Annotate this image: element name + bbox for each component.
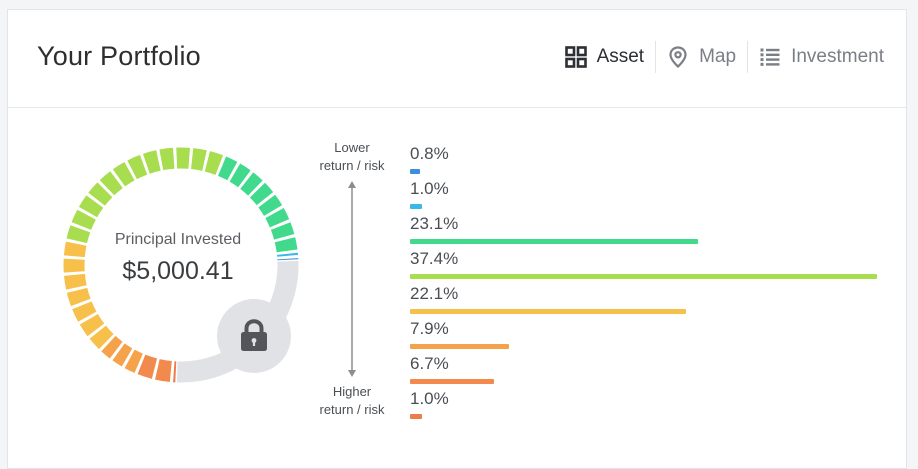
risk-higher-label: Higher return / risk bbox=[307, 383, 397, 419]
tab-asset-label: Asset bbox=[597, 46, 645, 68]
donut-segment bbox=[157, 369, 170, 371]
donut-segment bbox=[119, 352, 127, 357]
donut-segment bbox=[98, 332, 107, 341]
donut-segment bbox=[88, 202, 95, 212]
portfolio-card: Your Portfolio Asset bbox=[7, 9, 907, 469]
tab-investment-label: Investment bbox=[791, 46, 884, 68]
page-title: Your Portfolio bbox=[37, 41, 201, 72]
allocation-bar bbox=[410, 239, 698, 244]
donut-segment bbox=[82, 305, 87, 316]
donut-segment bbox=[74, 244, 76, 257]
donut-segment bbox=[107, 180, 117, 188]
donut-segment bbox=[257, 190, 264, 199]
list-icon bbox=[759, 46, 781, 68]
principal-value: $5,000.41 bbox=[98, 257, 258, 286]
donut-segment bbox=[285, 240, 287, 251]
donut-segment bbox=[146, 160, 158, 163]
donut-segment bbox=[247, 181, 256, 188]
donut-segment bbox=[97, 190, 105, 199]
allocation-bar bbox=[410, 169, 420, 174]
allocation-percent: 0.8% bbox=[410, 144, 449, 164]
risk-higher-text: Higher return / risk bbox=[319, 384, 384, 417]
allocation-percent: 1.0% bbox=[410, 179, 449, 199]
lock-icon bbox=[239, 319, 269, 353]
donut-segment bbox=[77, 290, 81, 302]
allocation-percent: 37.4% bbox=[410, 249, 458, 269]
allocation-percent: 23.1% bbox=[410, 214, 458, 234]
allocation-percent: 1.0% bbox=[410, 389, 449, 409]
allocation-bar bbox=[410, 414, 422, 419]
risk-lower-label: Lower return / risk bbox=[307, 139, 397, 175]
donut-segment bbox=[222, 166, 232, 171]
donut-segment bbox=[77, 229, 81, 241]
donut-segment bbox=[89, 319, 96, 330]
risk-scale-arrow bbox=[344, 180, 360, 378]
allocation-percent: 22.1% bbox=[410, 284, 458, 304]
donut-segment bbox=[275, 213, 280, 223]
donut-segment bbox=[192, 159, 204, 161]
view-tabs: Asset Map bbox=[565, 40, 884, 74]
donut-segment bbox=[132, 165, 143, 170]
lock-button[interactable] bbox=[217, 299, 291, 373]
donut-segment bbox=[267, 201, 273, 210]
donut-segment bbox=[81, 215, 86, 226]
donut-segment bbox=[207, 161, 219, 165]
donut-segment bbox=[235, 173, 244, 179]
donut-segment bbox=[74, 275, 76, 288]
allocation-bar bbox=[410, 204, 422, 209]
donut-segment bbox=[281, 226, 285, 237]
tab-investment[interactable]: Investment bbox=[759, 46, 884, 68]
tab-divider bbox=[655, 41, 656, 73]
donut-segment bbox=[161, 158, 173, 160]
allocation-bar bbox=[410, 274, 877, 279]
map-pin-icon bbox=[667, 46, 689, 68]
allocation-bar bbox=[410, 344, 509, 349]
allocation-bar bbox=[410, 379, 494, 384]
donut-segment bbox=[108, 344, 116, 350]
donut-segment bbox=[141, 364, 154, 368]
allocation-percent: 7.9% bbox=[410, 319, 449, 339]
allocation-bar bbox=[410, 309, 686, 314]
risk-lower-text: Lower return / risk bbox=[319, 140, 384, 173]
card-header: Your Portfolio Asset bbox=[8, 10, 906, 108]
grid-icon bbox=[565, 46, 587, 68]
principal-label: Principal Invested bbox=[98, 231, 258, 249]
tab-map-label: Map bbox=[699, 46, 736, 68]
tab-asset[interactable]: Asset bbox=[565, 46, 645, 68]
allocation-percent: 6.7% bbox=[410, 354, 449, 374]
donut-segment bbox=[119, 171, 130, 178]
tab-divider bbox=[747, 41, 748, 73]
donut-segment bbox=[130, 359, 139, 363]
tab-map[interactable]: Map bbox=[667, 46, 736, 68]
